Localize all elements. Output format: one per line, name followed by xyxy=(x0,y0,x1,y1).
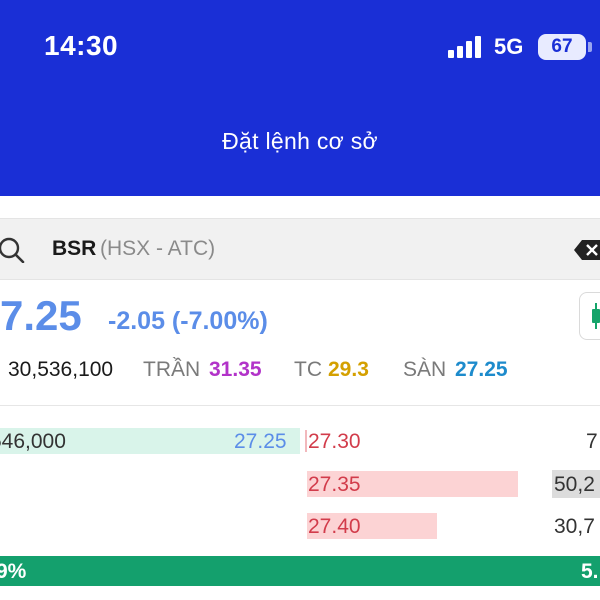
book-center-line xyxy=(305,430,307,452)
page-title: Đặt lệnh cơ sở xyxy=(222,128,378,154)
search-icon xyxy=(0,237,25,263)
reference-value: 29.3 xyxy=(328,358,369,381)
price-change: -2.05 (-7.00%) xyxy=(108,307,268,335)
symbol-code: BSR xyxy=(52,237,97,260)
ask-quantity[interactable]: 30,7 xyxy=(554,515,595,538)
ceiling-value: 31.35 xyxy=(209,358,262,381)
ask-quantity[interactable]: 7 xyxy=(586,430,598,453)
buy-sell-ratio-bar xyxy=(0,556,600,586)
network-type: 5G xyxy=(494,34,524,59)
ask-price[interactable]: 27.30 xyxy=(308,430,361,453)
bid-price[interactable]: 27.25 xyxy=(234,430,287,453)
status-time: 14:30 xyxy=(44,30,119,61)
backspace-icon[interactable] xyxy=(574,239,600,261)
signal-icon xyxy=(448,36,482,58)
ask-volume-bar xyxy=(307,471,518,497)
ask-quantity-highlight xyxy=(552,470,600,498)
bid-volume-bar xyxy=(0,428,300,454)
app-header: 14:30 5G 67 Đặt lệnh cơ sở xyxy=(0,0,600,196)
total-volume: 30,536,100 xyxy=(8,358,114,381)
candlestick-icon xyxy=(592,303,600,329)
ask-volume-bar xyxy=(307,513,437,539)
ask-price[interactable]: 27.40 xyxy=(308,515,361,538)
battery-icon: 67 xyxy=(538,34,586,60)
symbol-search-bar[interactable]: BSR (HSX - ATC) xyxy=(0,218,600,280)
ask-price[interactable]: 27.35 xyxy=(308,473,361,496)
reference-label: TC xyxy=(294,358,322,381)
ceiling-label: TRẦN xyxy=(143,358,201,381)
ask-quantity[interactable]: 50,2 xyxy=(554,473,595,496)
chart-button[interactable] xyxy=(579,292,600,340)
symbol-market: (HSX - ATC) xyxy=(100,237,216,260)
floor-label: SÀN xyxy=(403,358,447,381)
floor-value: 27.25 xyxy=(455,358,508,381)
last-price: 7.25 xyxy=(0,292,82,339)
battery-tip xyxy=(588,42,592,52)
bid-quantity[interactable]: 546,000 xyxy=(0,430,66,453)
section-divider xyxy=(0,405,600,406)
sell-ratio: 5. xyxy=(581,560,599,583)
buy-ratio: 9% xyxy=(0,560,27,583)
